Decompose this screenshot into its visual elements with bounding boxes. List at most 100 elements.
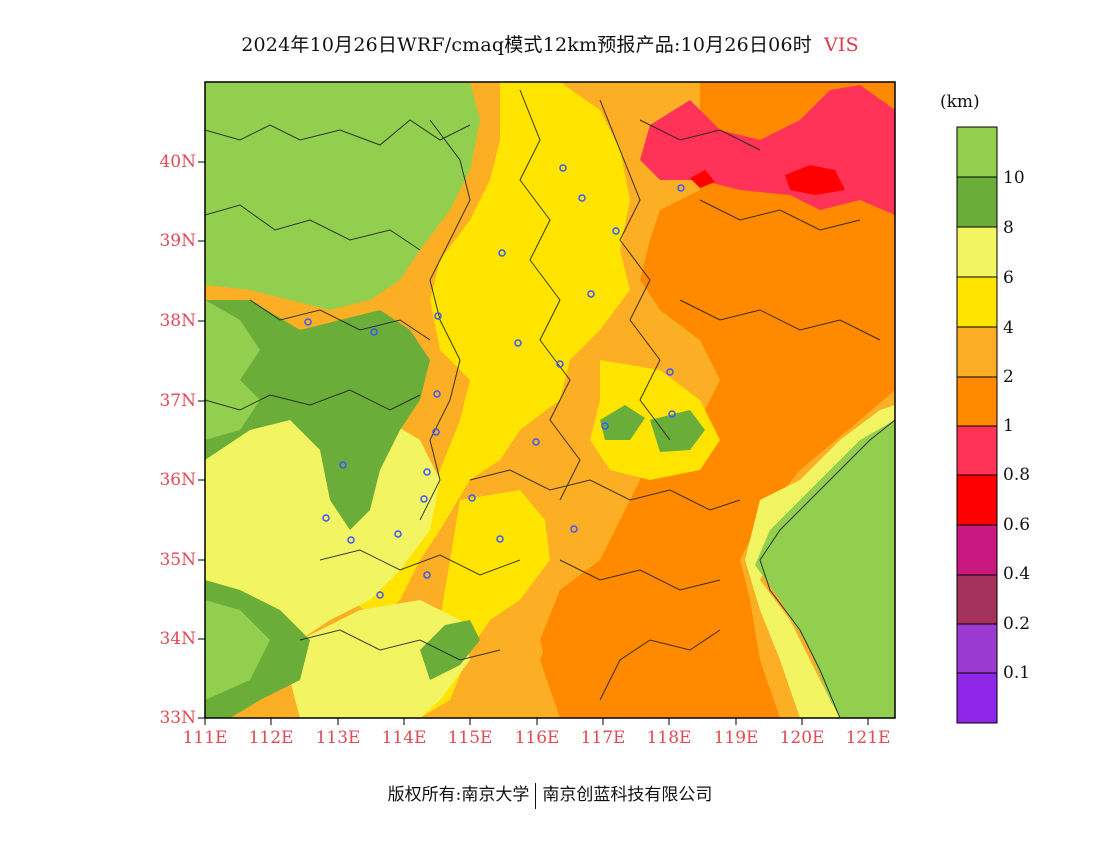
city-marker <box>570 525 578 533</box>
company-text: 南京创蓝科技有限公司 <box>542 785 713 805</box>
field-vis-1-2-south <box>540 560 740 718</box>
admin-boundaries <box>205 89 895 718</box>
legend-swatch <box>956 672 998 724</box>
lon-label: 117E <box>580 728 626 748</box>
city-marker <box>559 164 567 172</box>
city-marker <box>532 438 540 446</box>
field-vis-8-10-d <box>650 410 705 452</box>
city-marker <box>376 591 384 599</box>
lon-label: 121E <box>845 728 891 748</box>
legend-swatch <box>956 623 998 674</box>
field-vis-6-8-coast <box>745 405 895 718</box>
city-marker <box>432 428 440 436</box>
lon-label: 111E <box>182 728 228 748</box>
lat-label: 38N <box>159 311 196 331</box>
legend-label: 6 <box>1003 268 1014 288</box>
legend-label: 0.6 <box>1003 515 1031 535</box>
city-marker <box>433 390 441 398</box>
legend-label: 2 <box>1003 367 1014 387</box>
lon-ticks <box>204 718 869 725</box>
legend-label: 10 <box>1003 168 1025 188</box>
legend-label: 1 <box>1003 416 1014 436</box>
legend-colorbar <box>956 126 998 724</box>
lat-label: 39N <box>159 231 196 251</box>
lat-label: 33N <box>159 708 196 728</box>
lon-label: 112E <box>248 728 294 748</box>
legend-swatch <box>956 524 998 576</box>
legend-label: 8 <box>1003 218 1014 238</box>
copyright-footer: 版权所有:南京大学 南京创蓝科技有限公司 <box>0 780 1100 809</box>
legend-label: 4 <box>1003 318 1014 338</box>
city-marker <box>587 290 595 298</box>
lat-label: 36N <box>159 470 196 490</box>
field-vis-6-8-b <box>290 600 470 718</box>
lat-label: 34N <box>159 629 196 649</box>
variable-label: VIS <box>823 34 859 56</box>
city-marker <box>496 535 504 543</box>
legend-swatch <box>956 474 998 526</box>
legend-unit: (km) <box>940 92 980 112</box>
lon-label: 116E <box>514 728 560 748</box>
title-text: 2024年10月26日WRF/cmaq模式12km预报产品:10月26日06时 <box>241 34 812 56</box>
city-marker <box>434 312 442 320</box>
lon-label: 120E <box>779 728 825 748</box>
city-marker <box>347 536 355 544</box>
field-vis-gt10 <box>205 82 480 310</box>
field-vis-gt10-b <box>205 300 260 440</box>
city-marker <box>468 494 476 502</box>
lat-label: 40N <box>159 152 196 172</box>
legend-swatch <box>956 376 998 427</box>
lon-label: 118E <box>646 728 692 748</box>
legend-swatch <box>956 226 998 278</box>
city-marker <box>578 194 586 202</box>
field-vis-8-10-b <box>420 620 480 680</box>
field-vis-06-08 <box>785 165 845 195</box>
legend-swatch <box>956 326 998 378</box>
legend-swatch <box>956 574 998 625</box>
lon-label: 113E <box>315 728 361 748</box>
city-marker <box>668 410 676 418</box>
city-marker <box>556 360 564 368</box>
field-vis-8-10-c <box>600 405 645 440</box>
city-marker <box>394 530 402 538</box>
field-vis-4-6 <box>350 82 630 620</box>
city-marker <box>514 339 522 347</box>
city-marker <box>498 249 506 257</box>
lat-label: 37N <box>159 391 196 411</box>
visibility-field <box>205 82 895 718</box>
legend-label: 0.4 <box>1003 564 1031 584</box>
field-vis-gt10-c <box>205 600 270 700</box>
lon-label: 115E <box>447 728 493 748</box>
footer-divider <box>535 782 537 809</box>
legend-label: 0.1 <box>1003 663 1031 683</box>
legend-label: 0.8 <box>1003 465 1031 485</box>
city-marker <box>601 422 609 430</box>
copyright-text: 版权所有:南京大学 <box>387 785 530 805</box>
lon-label: 114E <box>381 728 427 748</box>
city-marker <box>677 184 685 192</box>
legend-swatch <box>956 176 998 228</box>
legend-label: 0.2 <box>1003 614 1031 634</box>
city-marker <box>612 227 620 235</box>
map-title: 2024年10月26日WRF/cmaq模式12km预报产品:10月26日06时 V… <box>0 30 1100 57</box>
legend-swatch <box>956 126 998 178</box>
city-marker <box>666 368 674 376</box>
city-marker <box>339 461 347 469</box>
lat-label: 35N <box>159 550 196 570</box>
field-vis-sea <box>755 420 895 718</box>
field-vis-1-2 <box>540 82 895 718</box>
city-marker <box>322 514 330 522</box>
city-marker <box>423 468 431 476</box>
lon-label: 119E <box>713 728 759 748</box>
legend-swatch <box>956 276 998 328</box>
map-frame <box>204 81 896 719</box>
city-marker <box>304 318 312 326</box>
field-vis-06-08-b <box>690 170 715 188</box>
city-markers <box>304 164 685 599</box>
legend-swatch <box>956 425 998 476</box>
city-marker <box>420 495 428 503</box>
city-marker <box>423 571 431 579</box>
city-marker <box>370 328 378 336</box>
field-vis-8-10 <box>205 300 430 530</box>
